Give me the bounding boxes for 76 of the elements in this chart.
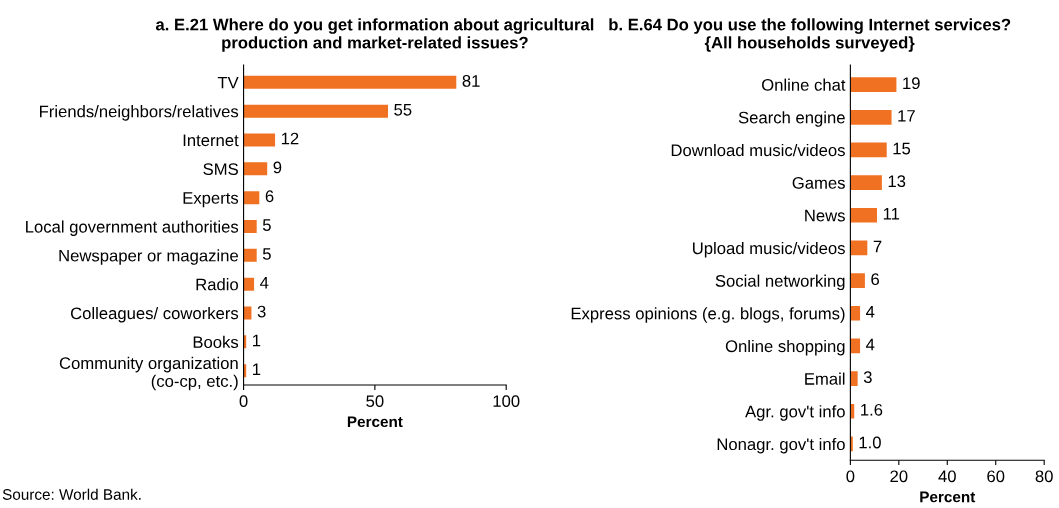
y-tick-label: Internet	[183, 134, 239, 147]
data-label: 1	[253, 334, 261, 347]
y-tick-label: Newspaper or magazine	[59, 249, 238, 265]
bar	[850, 371, 858, 386]
bar	[243, 191, 260, 205]
data-label: 81	[462, 75, 480, 87]
chart-title: b. E.64 Do you use the following Internet services? {All households surveyed}	[609, 18, 1011, 52]
data-label: 12	[281, 132, 299, 145]
y-tick-label: Express opinions (e.g. blogs, forums)	[571, 307, 845, 323]
data-label: 5	[262, 219, 271, 231]
source-note: Source: World Bank.	[2, 488, 141, 500]
x-tick-label: 60	[987, 470, 1005, 483]
y-tick-label: Agr. gov't info	[745, 405, 845, 421]
y-tick-label: Upload music/videos	[693, 241, 845, 258]
chart-title: a. E.21 Where do you get information about agricultural production and market-related issues?	[155, 18, 594, 52]
y-tick-label: Games	[792, 177, 845, 189]
x-tick-label: 20	[890, 470, 908, 483]
y-tick-label: Social networking	[715, 274, 845, 291]
data-label: 5	[262, 248, 271, 260]
bar	[850, 207, 878, 223]
x-tick-label: 40	[938, 470, 956, 483]
y-tick-label: Email	[805, 372, 845, 385]
bar	[850, 142, 887, 158]
data-label: 6	[871, 273, 879, 286]
x-tick-label: 0	[846, 470, 855, 483]
x-axis-title: Percent	[347, 416, 403, 428]
x-tick-label: 0	[239, 395, 248, 408]
data-label: 13	[888, 175, 906, 188]
data-label: 17	[898, 110, 915, 122]
data-label: 9	[273, 161, 282, 174]
data-label: 55	[394, 104, 412, 116]
bar	[243, 162, 268, 176]
x-tick-label: 80	[1035, 470, 1053, 483]
y-tick-label: Local government authorities	[26, 220, 239, 236]
data-label: 19	[903, 77, 920, 90]
y-tick-label: SMS	[203, 163, 238, 176]
y-tick-label: TV	[217, 76, 239, 89]
bar	[243, 277, 255, 291]
data-label: 4	[260, 276, 269, 289]
x-axis-title: Percent	[920, 491, 976, 503]
data-label: 7	[873, 240, 882, 253]
data-label: 15	[893, 142, 911, 155]
y-tick-label: Online chat	[762, 78, 846, 91]
y-tick-label: Colleagues/ coworkers	[70, 306, 239, 323]
y-tick-label: Download music/videos	[671, 143, 845, 157]
bar	[850, 273, 865, 288]
y-tick-label: Friends/neighbors/relatives	[39, 105, 239, 121]
bar	[850, 77, 897, 92]
data-label: 4	[866, 306, 875, 318]
bar	[850, 109, 892, 125]
bar	[243, 220, 257, 233]
bar	[243, 75, 457, 89]
bar	[850, 175, 882, 190]
y-tick-label: News	[805, 209, 845, 222]
data-label: 3	[863, 371, 872, 384]
bar	[243, 248, 257, 262]
data-label: 11	[883, 208, 900, 220]
bar	[850, 305, 861, 321]
y-tick-label: Search engine	[738, 111, 845, 127]
data-label: 1.6	[861, 403, 883, 416]
y-tick-label: Experts	[183, 192, 239, 208]
bar	[243, 104, 389, 118]
data-label: 4	[866, 338, 875, 351]
x-tick-label: 100	[493, 395, 520, 408]
x-tick-label: 50	[366, 395, 384, 408]
data-label: 1.0	[859, 436, 881, 449]
y-tick-label: Radio	[196, 278, 239, 291]
bar	[850, 240, 868, 256]
y-tick-label: Books	[193, 335, 239, 349]
data-label: 3	[257, 305, 266, 318]
data-label: 1	[253, 363, 261, 375]
y-tick-label: Online shopping	[725, 339, 845, 356]
data-label: 6	[265, 190, 274, 203]
y-tick-label: Community organization (co-cp, etc.)	[59, 356, 238, 391]
y-tick-label: Nonagr. gov't info	[717, 437, 845, 454]
bar	[243, 133, 276, 147]
